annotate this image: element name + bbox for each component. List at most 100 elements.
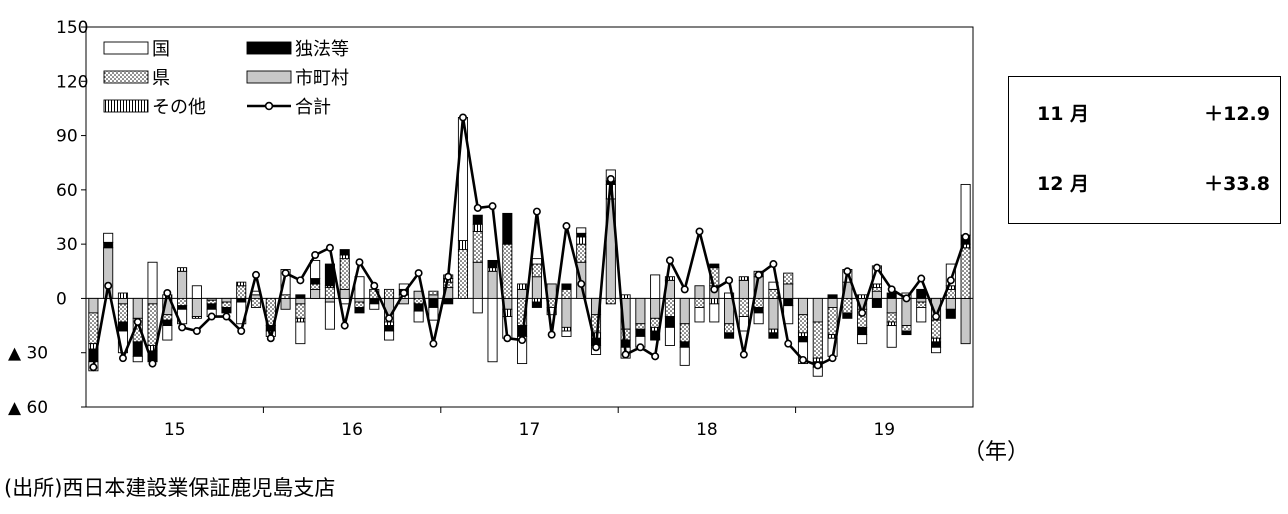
bar-segment-kuni (487, 297, 498, 363)
bar-segment-shichoson (132, 297, 143, 319)
bar-segment-shichoson (694, 285, 705, 299)
bar-segment-shichoson (561, 297, 572, 328)
bar-segment-ken (650, 317, 661, 328)
bar-segment-kuni (886, 325, 897, 348)
total-point (784, 339, 793, 348)
bar-segment-kuni (546, 307, 557, 316)
total-point (680, 285, 689, 294)
y-tick-label: 90 (56, 127, 78, 147)
bar-segment-shichoson (650, 297, 661, 319)
x-tick-label: 19 (873, 420, 895, 440)
latest-row: 12 月 ＋33.8 (1009, 161, 1280, 201)
bar-segment-ken (117, 303, 128, 323)
bar-segment-dokuhou (709, 263, 720, 269)
bar-segment-dokuhou (443, 297, 454, 305)
bar-segment-ken (428, 290, 439, 296)
y-tick-label: 150 (56, 18, 88, 38)
legend-label-dokuhou: 独法等 (295, 39, 349, 60)
bar-segment-ken (310, 283, 321, 290)
bar-segment-ken (916, 301, 927, 308)
x-tick-label: 16 (341, 420, 363, 440)
bar-segment-shichoson (738, 279, 749, 299)
bar-segment-dokuhou (221, 307, 232, 314)
bar-segment-dokuhou (871, 297, 882, 308)
bar-segment-shichoson (886, 297, 897, 314)
bar-segment-kuni (576, 227, 587, 234)
bar-segment-kuni (428, 307, 439, 321)
bar-segment-dokuhou (916, 288, 927, 299)
bar-segment-kuni (931, 346, 942, 354)
bar-segment-ken (413, 297, 424, 305)
total-point (917, 274, 926, 283)
total-point (606, 175, 615, 184)
bar-segment-sonota (768, 328, 779, 334)
latest-row: 11 月 ＋12.9 (1009, 91, 1280, 131)
bar-segment-kuni (753, 312, 764, 325)
bar-segment-shichoson (354, 297, 365, 303)
bar-segment-sonota (857, 294, 868, 299)
total-point (813, 361, 822, 370)
bar-segment-ken (236, 285, 247, 299)
bar-segment-kuni (310, 259, 321, 279)
bar-segment-shichoson (250, 294, 262, 299)
bar-segment-ken (886, 312, 897, 323)
x-tick-label: 15 (164, 420, 186, 440)
bar-segment-kuni (694, 307, 705, 323)
bar-segment-dokuhou (576, 232, 587, 238)
bar-segment-sonota (886, 321, 897, 327)
bar-segment-ken (457, 249, 469, 299)
bar-segment-kuni (472, 297, 483, 314)
bar-segment-dokuhou (901, 330, 912, 336)
bar-segment-shichoson (901, 297, 912, 327)
bar-segment-ken (295, 303, 306, 319)
bar-segment-sonota (295, 317, 306, 323)
bar-segment-shichoson (531, 276, 542, 299)
total-point (710, 285, 719, 294)
bar-segment-ken (871, 287, 882, 292)
bar-segment-ken (783, 272, 794, 285)
total-point (473, 203, 482, 212)
bar-segment-shichoson (310, 288, 321, 299)
total-point (621, 350, 630, 359)
y-tick-label: 0 (56, 289, 67, 309)
total-point (370, 281, 379, 290)
bar-segment-ken (901, 325, 912, 332)
bar-segment-dokuhou (384, 325, 395, 332)
total-point (237, 326, 246, 335)
legend-swatch-total-marker (264, 101, 274, 111)
bar-segment-ken (221, 301, 232, 308)
legend-label-sonota: その他 (152, 97, 206, 118)
total-point (769, 260, 778, 269)
bar-segment-kuni (295, 321, 306, 345)
bar-segment-kuni (916, 307, 927, 323)
bar-segment-sonota (339, 254, 350, 260)
x-axis-unit-label: （年） (963, 440, 1030, 465)
bar-segment-ken (206, 299, 217, 305)
bar-segment-shichoson (428, 294, 439, 299)
bar-segment-kuni (945, 263, 956, 287)
bar-segment-shichoson (88, 297, 99, 314)
bar-segment-dokuhou (339, 249, 350, 256)
bar-segment-sonota (797, 332, 809, 337)
total-point (163, 288, 172, 297)
bar-segment-ken (250, 297, 262, 308)
bar-segment-kuni (960, 183, 971, 236)
y-tick-label: ▲ 30 (8, 344, 48, 364)
total-point (547, 330, 556, 339)
bar-segment-kuni (857, 334, 868, 345)
bar-segment-shichoson (280, 297, 291, 310)
total-point (148, 359, 157, 368)
bar-segment-shichoson (487, 270, 498, 299)
total-point (695, 227, 704, 236)
bar-segment-shichoson (177, 270, 188, 299)
bar-segment-shichoson (945, 297, 956, 310)
bar-segment-dokuhou (103, 241, 114, 249)
bar-segment-kuni (724, 292, 735, 299)
bar-segment-dokuhou (945, 308, 956, 319)
total-point (414, 269, 423, 278)
bar-segment-sonota (384, 321, 395, 327)
bar-segment-ken (502, 243, 513, 299)
bar-segment-kuni (162, 325, 173, 341)
legend-label-ken: 県 (152, 68, 170, 89)
bar-segment-ken (280, 294, 291, 299)
